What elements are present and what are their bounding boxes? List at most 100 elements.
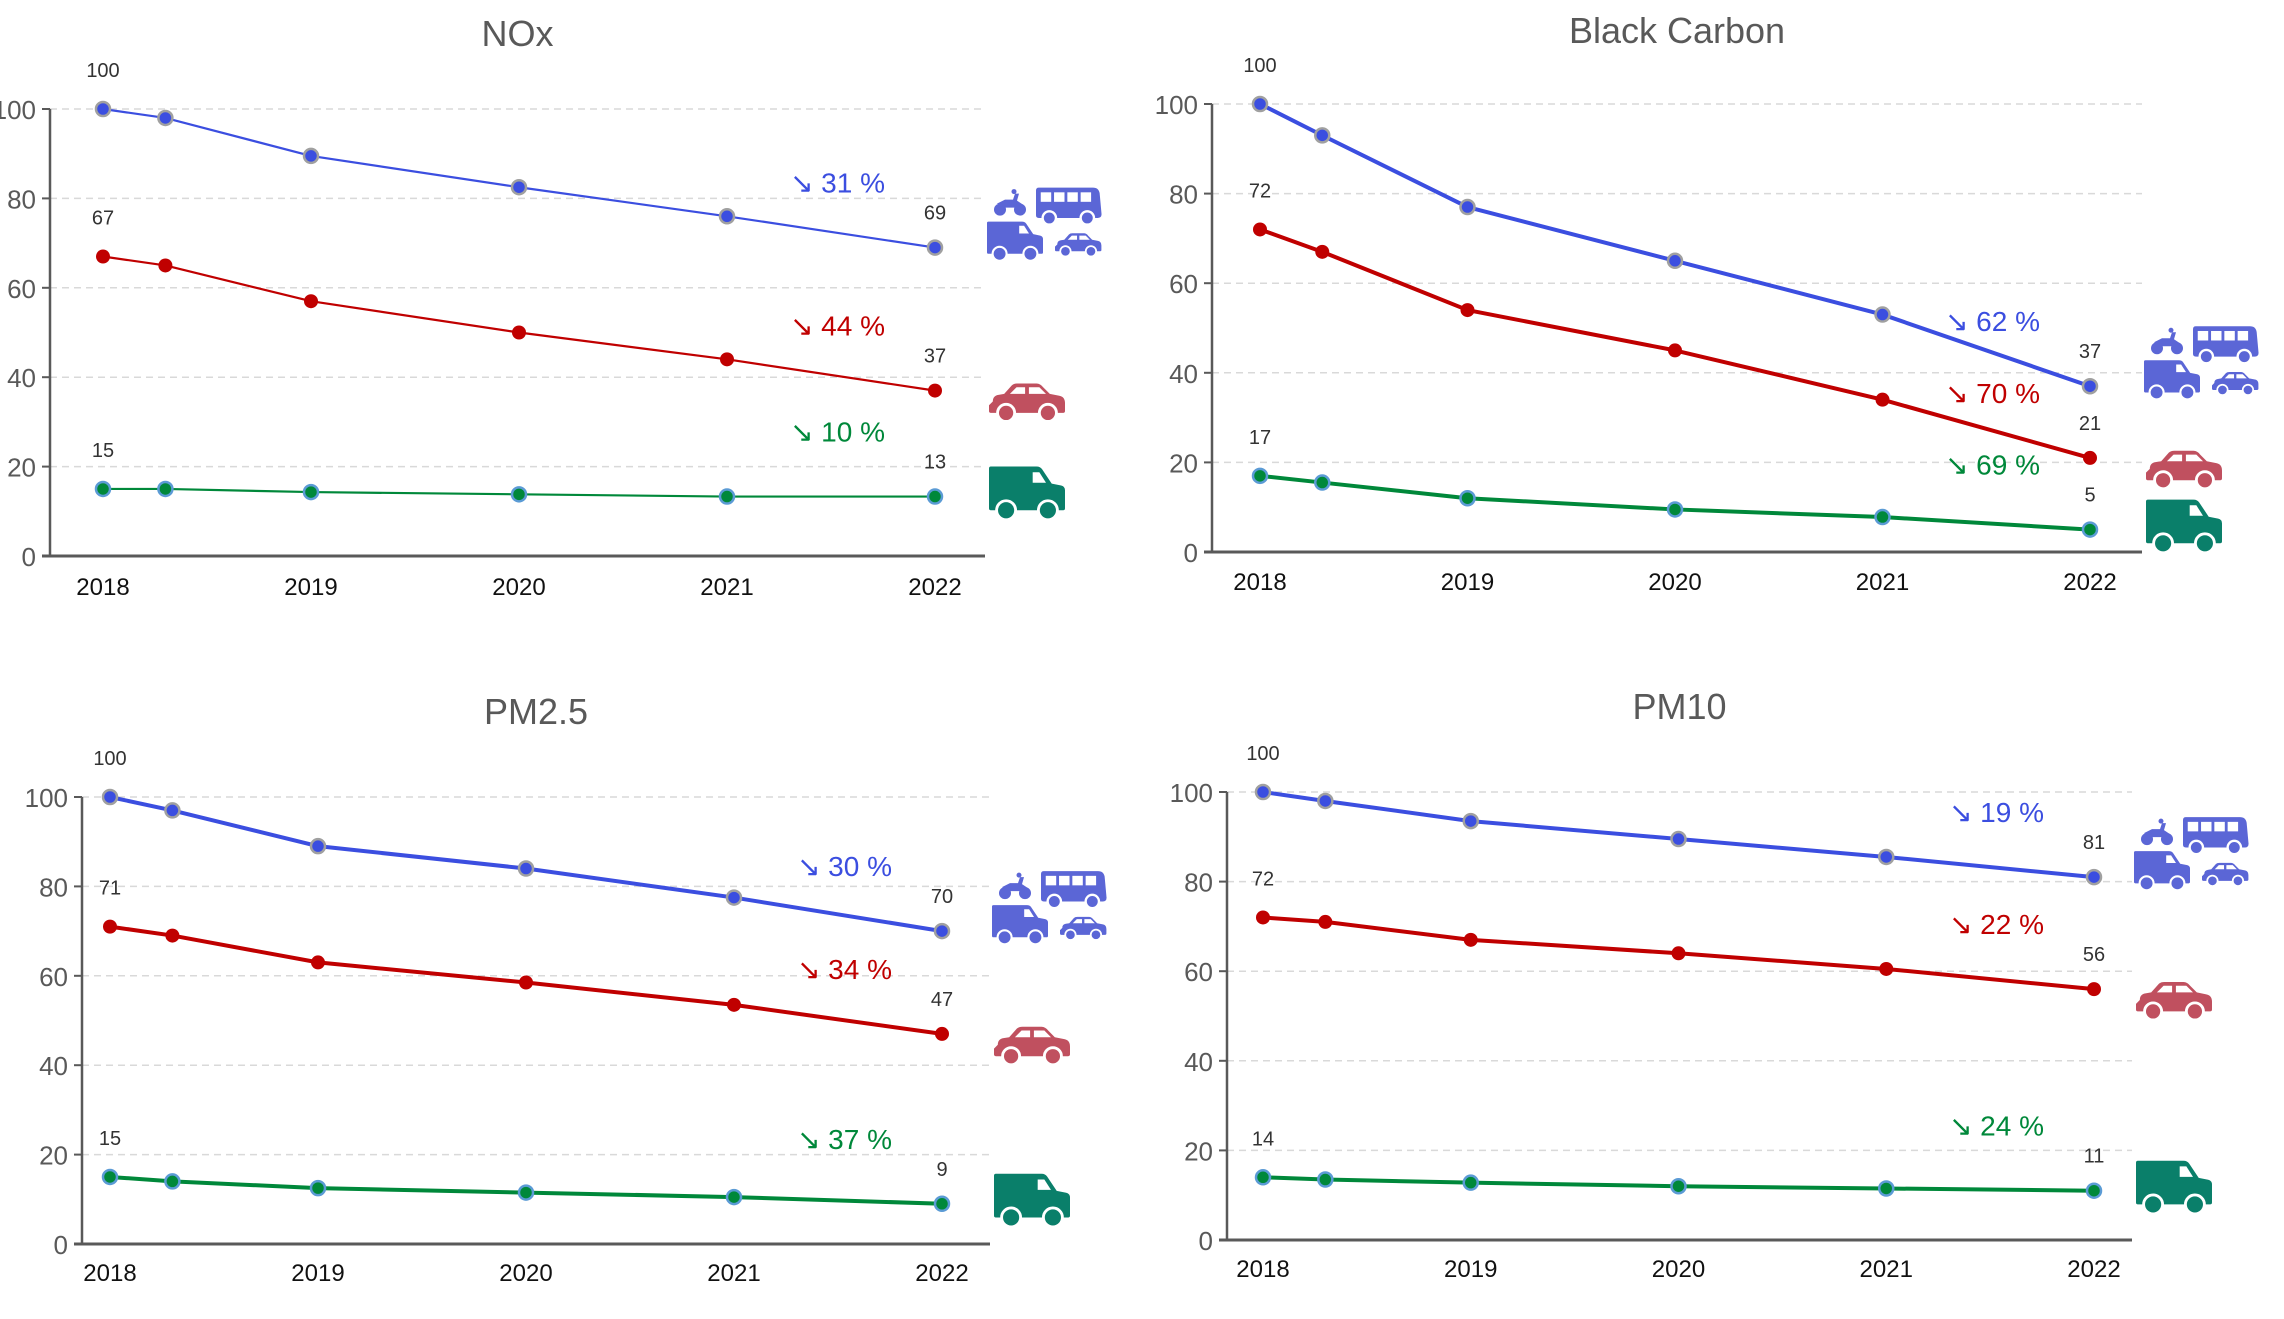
data-point [2087,982,2101,997]
y-tick-label: 60 [7,274,36,304]
moto-rider [2168,327,2174,333]
data-point [164,1173,181,1190]
data-point [94,480,112,498]
data-point [1251,467,1269,485]
bus-window [1072,875,1083,886]
data-label-end: 47 [931,989,953,1011]
data-point [926,239,944,256]
data-point [94,100,112,118]
van-body [2146,499,2222,544]
motorcycle-icon [2151,327,2183,355]
data-point [926,488,944,505]
car-window [1067,235,1078,240]
change-label: ↘ 34 % [797,954,892,985]
data-point [1875,392,1890,407]
data-label-end: 9 [936,1159,947,1181]
data-label-end: 11 [2084,1146,2105,1168]
chart-svg: PM2.5 0 20 40 60 80 100 2018 2019 2020 2021 2022 100… [25,691,1107,1287]
car-window [2236,374,2247,379]
series-line [1262,915,2095,992]
data-point [1254,783,1272,801]
chart-black-carbon: Black Carbon 0 20 40 60 80 100 2018 2019 2020 2021… [1142,0,2284,657]
chart-svg: Black Carbon 0 20 40 60 80 100 2018 2019 2020 2021… [1155,10,2259,596]
data-point [1460,303,1475,318]
data-label-start: 15 [99,1128,121,1150]
bus-window [2224,330,2235,341]
car-wheel [1001,1046,1022,1067]
van-wheel [2152,532,2175,555]
x-tick-label: 2021 [1856,569,1909,596]
data-label-start: 100 [86,60,119,82]
data-point [101,788,119,806]
x-tick-label: 2020 [499,1260,552,1287]
data-point [718,488,736,505]
van-body [2134,851,2190,884]
van-window [1024,909,1034,917]
change-label: ↘ 62 % [1945,306,2040,337]
bus-window [2187,821,2199,832]
data-point [1459,198,1476,216]
data-point [165,928,180,943]
mixed-vehicles-icon [992,871,1107,946]
chart-nox: NOx 0 20 40 60 80 100 2018 2019 2020 2021 2022 100 69… [0,0,1142,657]
data-point [1666,252,1684,270]
car-window [1028,387,1046,394]
car-wheel [2241,383,2255,397]
data-label-end: 69 [924,203,946,225]
data-point [302,147,320,165]
car-window [1072,919,1083,924]
y-tick-label: 20 [7,453,36,483]
y-tick-label: 40 [1184,1047,1213,1077]
car-wheel [1084,245,1098,258]
data-point [2081,377,2099,395]
chart-pm10: PM10 0 20 40 60 80 100 2018 2019 2020 2021 2022 100 8… [1142,657,2284,1314]
y-tick-label: 0 [1184,538,1198,568]
bus-window [1059,875,1070,886]
bus-icon [1041,871,1107,910]
moto-rider [1011,189,1017,195]
data-point [1462,812,1479,830]
data-label-start: 100 [93,748,126,770]
y-tick-label: 100 [25,783,68,813]
van-wheel [991,245,1008,262]
change-label: ↘ 70 % [1945,378,2040,409]
data-point [1317,1171,1334,1188]
data-point [1670,830,1687,848]
data-point [933,922,951,940]
y-tick-label: 0 [1199,1226,1213,1256]
truck-icon [987,221,1043,262]
van-window [1032,472,1046,483]
van-wheel [2142,1193,2165,1216]
x-tick-label: 2022 [2067,1256,2120,1283]
van-wheel [2169,875,2186,892]
data-point [1256,910,1270,925]
van-body [987,221,1043,254]
data-point [1317,792,1334,810]
mixed-vehicles-icon [2134,817,2249,892]
x-tick-label: 2022 [2063,569,2116,596]
x-tick-label: 2019 [291,1260,344,1287]
van-icon [2136,1160,2212,1216]
data-point [519,975,533,990]
y-tick-label: 80 [1184,868,1213,898]
van-wheel [2148,384,2165,401]
bus-window [1067,192,1078,202]
y-tick-label: 100 [1155,90,1198,120]
data-label-end: 56 [2083,944,2105,966]
data-point [1315,244,1330,259]
car-wheel [2194,470,2215,491]
x-tick-label: 2020 [1652,1256,1705,1283]
car-wheel [1059,245,1072,258]
x-tick-label: 2021 [700,574,753,601]
data-point [309,837,327,855]
data-point [1668,343,1682,358]
data-point [510,178,528,196]
van-window [1037,1179,1051,1190]
data-point [935,1026,949,1041]
data-point [725,1188,743,1206]
data-point [1463,932,1478,947]
car-wheel [2184,1001,2205,1022]
data-point [727,997,741,1012]
van-wheel [1022,245,1039,262]
bus-wheel [1046,893,1063,910]
